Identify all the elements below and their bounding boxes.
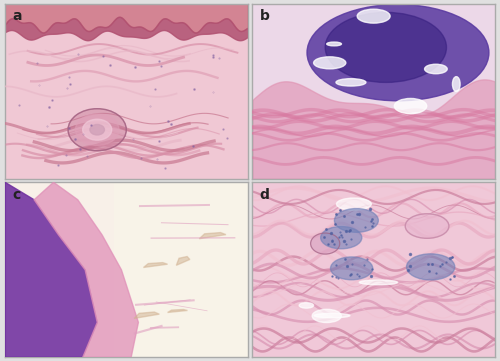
Polygon shape [134,312,160,318]
Circle shape [76,114,119,145]
Ellipse shape [314,57,346,69]
Ellipse shape [336,79,366,86]
Ellipse shape [357,9,390,23]
Polygon shape [34,182,138,357]
Text: d: d [260,187,270,201]
Ellipse shape [320,226,362,249]
Ellipse shape [394,99,426,114]
Circle shape [310,233,340,254]
Ellipse shape [405,214,449,238]
Ellipse shape [360,280,398,285]
Polygon shape [176,257,190,265]
Ellipse shape [312,309,342,323]
Ellipse shape [299,303,314,308]
Ellipse shape [330,257,372,280]
Polygon shape [168,309,188,313]
Polygon shape [200,232,226,239]
Ellipse shape [307,4,489,101]
Circle shape [68,109,126,151]
Ellipse shape [334,209,378,232]
Circle shape [82,119,112,140]
Ellipse shape [452,77,460,91]
Ellipse shape [326,42,342,46]
Ellipse shape [406,254,455,280]
Bar [114,182,248,357]
Ellipse shape [325,12,446,82]
Text: c: c [12,187,20,201]
Ellipse shape [336,198,372,210]
Text: b: b [260,9,270,23]
Ellipse shape [314,313,350,318]
Polygon shape [5,182,97,357]
Circle shape [90,125,104,135]
Text: a: a [12,9,22,23]
Polygon shape [144,262,168,268]
Ellipse shape [424,64,447,74]
